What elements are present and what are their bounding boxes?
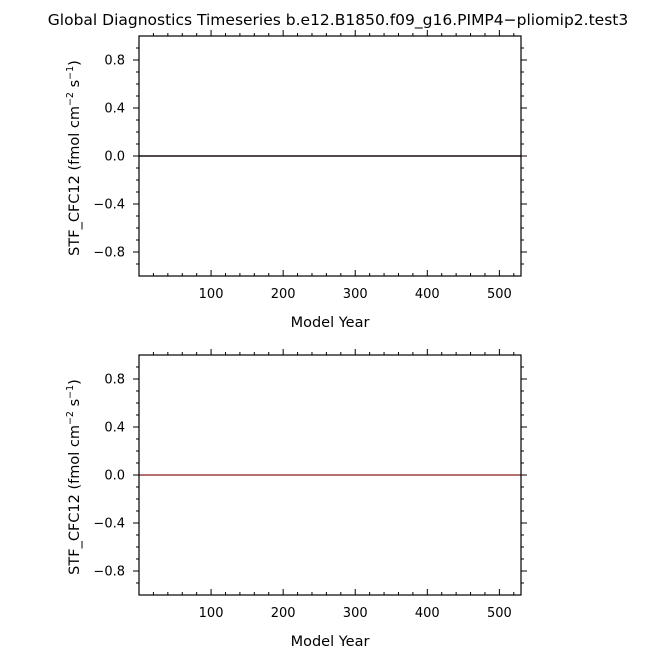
y-axis-label-part: s: [67, 399, 83, 411]
chart-title: Global Diagnostics Timeseries b.e12.B185…: [48, 11, 628, 30]
y-tick-label: 0.0: [104, 150, 125, 165]
x-tick-label: 100: [199, 606, 224, 621]
chart-panel-2: 100 200 300 400 500 0.8 0.4 0.0 −0.4 −0.8 Model Ye…: [65, 349, 527, 650]
x-tick-label: 200: [271, 287, 296, 302]
y-axis-label-superscript: −2: [65, 92, 76, 106]
plot-frame: [138, 35, 522, 277]
x-tick-label: 500: [487, 606, 512, 621]
y-tick-label: 0.4: [104, 102, 125, 117]
x-axis-label: Model Year: [291, 315, 370, 331]
y-axis-label-superscript: −1: [65, 66, 76, 80]
x-tick-label: 500: [487, 287, 512, 302]
y-axis-label-superscript: −1: [65, 385, 76, 399]
y-axis-label-part: ): [67, 60, 83, 66]
x-tick-label: 300: [343, 606, 368, 621]
x-axis-label: Model Year: [291, 634, 370, 650]
y-axis-label-superscript: −2: [65, 411, 76, 425]
y-axis-label: STF_CFC12 (fmol cm−2 s−1): [65, 379, 83, 575]
y-tick-label: −0.4: [93, 198, 125, 213]
y-tick-label: 0.8: [104, 54, 125, 69]
y-axis-label-part: ): [67, 379, 83, 385]
plot-frame: [138, 354, 522, 596]
y-tick-label: 0.8: [104, 373, 125, 388]
y-axis-label-part: STF_CFC12 (fmol cm: [67, 106, 83, 256]
y-tick-label: −0.8: [93, 246, 125, 261]
y-axis-label-part: s: [67, 80, 83, 92]
x-tick-label: 400: [415, 287, 440, 302]
chart-panel-1: 100 200 300 400 500 0.8 0.4 0.0 −0.4 −0.8 Model Ye…: [65, 30, 527, 331]
y-axis-label: STF_CFC12 (fmol cm−2 s−1): [65, 60, 83, 256]
y-tick-label: 0.4: [104, 421, 125, 436]
x-tick-label: 300: [343, 287, 368, 302]
y-tick-label: −0.8: [93, 565, 125, 580]
x-tick-label: 100: [199, 287, 224, 302]
y-axis-label-part: STF_CFC12 (fmol cm: [67, 425, 83, 575]
x-tick-label: 400: [415, 606, 440, 621]
x-tick-label: 200: [271, 606, 296, 621]
y-tick-label: 0.0: [104, 469, 125, 484]
y-tick-label: −0.4: [93, 517, 125, 532]
